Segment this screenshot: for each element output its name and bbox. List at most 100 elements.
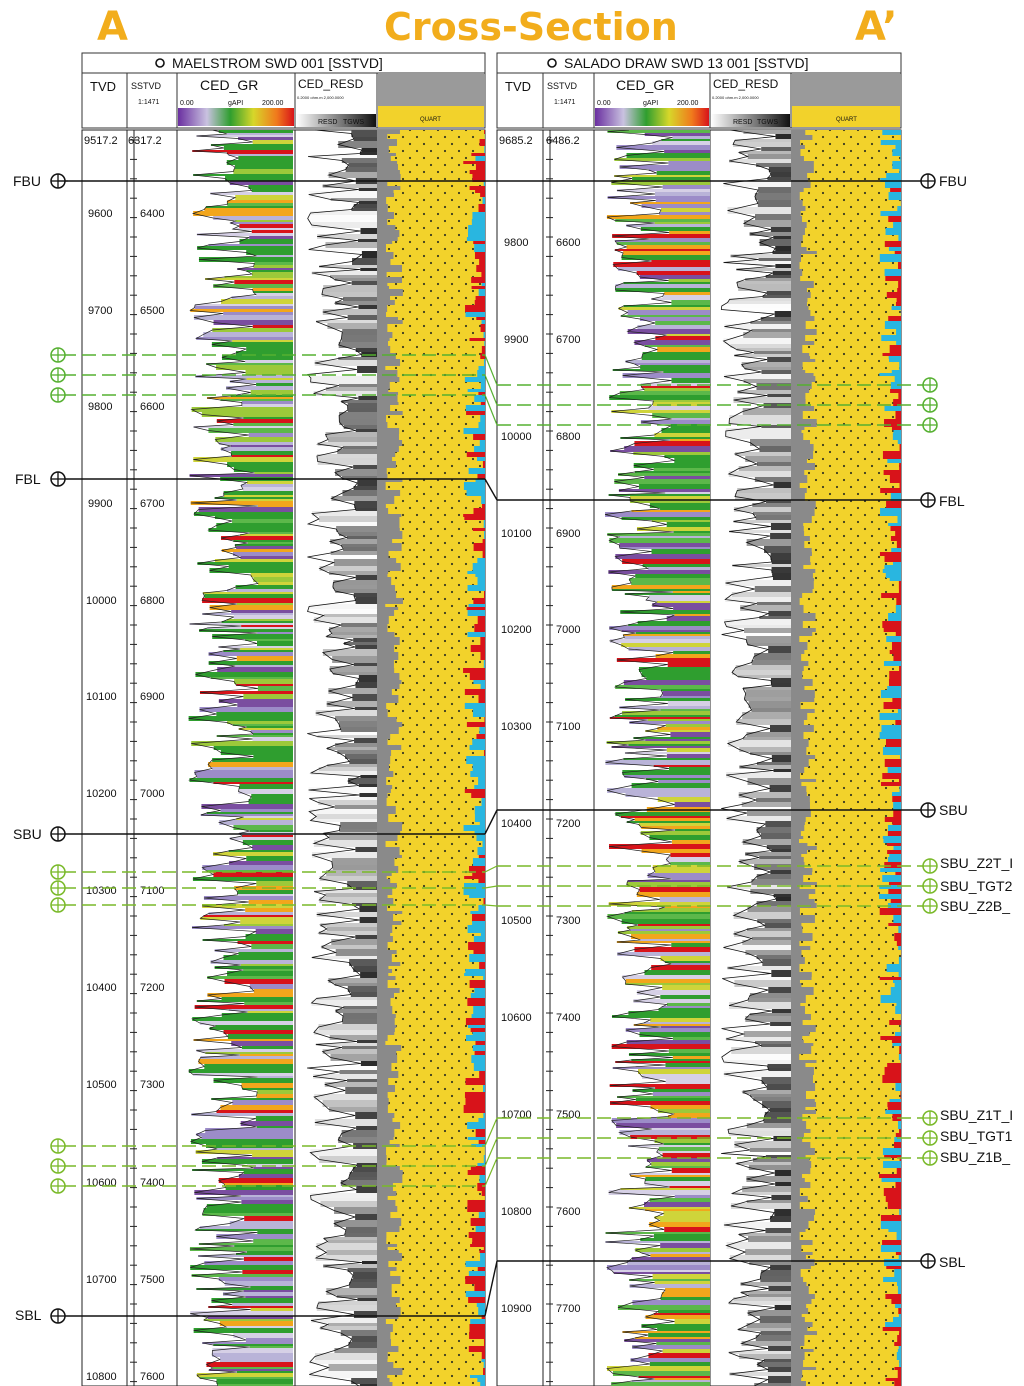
zone-marker-right-icon [922,377,938,393]
w2-tvd-tick: 10500 [501,915,532,927]
top-marker-right-icon [920,173,936,189]
well-2-gr-track: CED_GR [616,77,674,93]
zone-link [484,1157,498,1187]
zone-marker-left-icon [50,1178,66,1194]
well-2-depth-axis: 9800 9900 10000 10100 10200 10300 10400 … [501,237,580,1315]
well-2-tick-marks [546,130,553,1386]
w1-tvd-tick: 10100 [86,691,117,703]
w1-tvd-tick: 10400 [86,982,117,994]
well-2-top-tvd: 9685.2 [499,135,533,147]
top-label-fbl-left: FBL [15,471,41,487]
w2-sstvd-tick: 7000 [556,624,580,636]
top-label-sbl-left: SBL [15,1307,42,1323]
well-1-header: MAELSTROM SWD 001 [SSTVD] TVD SSTVD 1:14… [81,52,486,129]
w1-tvd-tick: 10500 [86,1079,117,1091]
zone-marker-right-icon [922,858,938,874]
top-label-fbu-left: FBU [13,173,41,189]
w2-tvd-tick: 10900 [501,1303,532,1315]
left-top-labels: FBU FBL SBU SBL [13,173,42,1323]
sub-top-label: SBU_Z1T_I [940,1107,1013,1123]
well-1-litho-header: QUART [420,117,441,123]
well-2-col-sstvd: SSTVD [547,81,578,91]
well-2-res-scale: 0.2000 ohm.m 2,000.0000 [712,95,759,100]
top-label-sbu-right: SBU [939,802,968,818]
top-label-sbu-left: SBU [13,826,42,842]
w2-tvd-tick: 10000 [501,431,532,443]
w2-tvd-tick: 10300 [501,721,532,733]
zone-marker-right-icon [922,878,938,894]
well-2-top-sstvd: 6486.2 [546,135,580,147]
w1-sstvd-tick: 7000 [140,788,164,800]
w2-sstvd-tick: 7200 [556,818,580,830]
top-marker-right-icon [920,492,936,508]
w1-sstvd-tick: 6800 [140,595,164,607]
zone-marker-right-icon [922,898,938,914]
w2-sstvd-tick: 7600 [556,1206,580,1218]
zone-marker-right-icon [922,1130,938,1146]
well-1-gr-track: CED_GR [200,77,258,93]
well-2-gr-curve [604,129,710,1386]
w2-tvd-tick: 9900 [504,334,528,346]
well-2-lithology [791,130,901,1386]
zone-marker-left-icon [50,864,66,880]
well-1-gr-unit: gAPI [228,100,243,107]
w2-tvd-tick: 10700 [501,1109,532,1121]
w2-sstvd-tick: 7500 [556,1109,580,1121]
w2-sstvd-tick: 6600 [556,237,580,249]
well-1-res-curve [306,129,377,1386]
zone-marker-left-icon [50,897,66,913]
w1-sstvd-tick: 6900 [140,691,164,703]
sub-top-label: SBU_Z2T_I [940,855,1013,871]
well-1-gr-min: 0.00 [180,100,194,107]
w1-sstvd-tick: 7500 [140,1274,164,1286]
well-1-name: MAELSTROM SWD 001 [SSTVD] [172,55,383,71]
zone-link [484,885,498,889]
page-title: Cross-Section [384,5,678,49]
well-2-litho-header: QUART [836,117,857,123]
well-1-gr-curve [188,129,293,1386]
w2-sstvd-tick: 6900 [556,528,580,540]
well-2-scale-ratio: 1:1471 [554,99,576,106]
well-1-col-tvd: TVD [90,79,116,94]
zone-marker-right-icon [922,397,938,413]
sub-top-label: SBU_TGT2 [940,878,1013,894]
w1-tvd-tick: 10300 [86,885,117,897]
top-marker-left-icon [50,471,66,487]
zone-marker-left-icon [50,880,66,896]
w1-sstvd-tick: 6600 [140,401,164,413]
well-2-res-track: CED_RESD [713,77,779,91]
zone-marker-left-icon [50,347,66,363]
well-1-scale-ratio: 1:1471 [138,99,160,106]
top-marker-left-icon [50,826,66,842]
well-2-name: SALADO DRAW SWD 13 001 [SSTVD] [564,55,809,71]
well-2-gr-min: 0.00 [597,100,611,107]
well-2-gr-max: 200.00 [677,100,699,107]
well-1-res-track: CED_RESD [298,77,364,91]
well-1-gr-max: 200.00 [262,100,284,107]
right-section-label: A’ [855,4,897,50]
well-1-depth-axis: 9600 9700 9800 9900 10000 10100 10200 10… [86,208,164,1383]
sub-top-label: SBU_TGT1 [940,1128,1013,1144]
zone-link [484,865,498,873]
w1-sstvd-tick: 7100 [140,885,164,897]
w1-tvd-tick: 10600 [86,1177,117,1189]
top-marker-right-icon [920,802,936,818]
zone-marker-right-icon [922,1150,938,1166]
w1-sstvd-tick: 7600 [140,1371,164,1383]
well-1-tick-marks [130,130,137,1386]
zone-marker-right-icon [922,417,938,433]
well-1-res-footer2: TGWS [343,119,364,126]
w2-sstvd-tick: 7100 [556,721,580,733]
well-1-res-footer: RESD [318,119,337,126]
w1-sstvd-tick: 6700 [140,498,164,510]
left-section-label: A [97,4,128,50]
w1-tvd-tick: 10800 [86,1371,117,1383]
zone-link [484,354,498,386]
sub-top-label: SBU_Z1B_ [940,1149,1010,1165]
top-label-sbl-right: SBL [939,1254,966,1270]
well-1-col-sstvd: SSTVD [131,81,162,91]
well-2-symbol-icon [547,58,557,68]
well-2-res-footer2: TGWS [757,119,778,126]
zone-marker-left-icon [50,387,66,403]
